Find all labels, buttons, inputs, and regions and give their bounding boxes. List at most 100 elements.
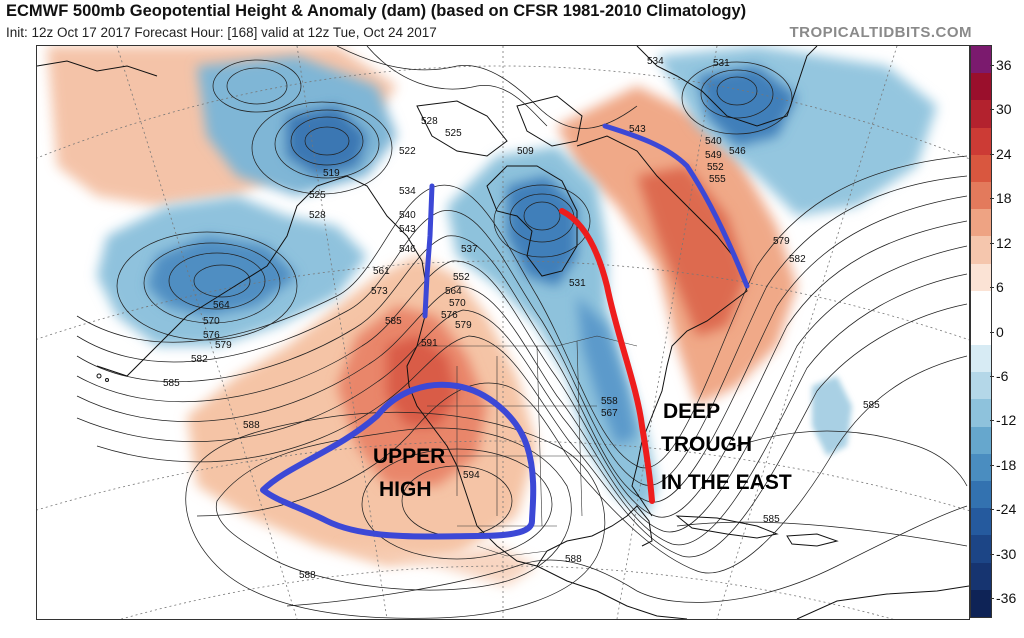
anomaly-shading [47,46,937,586]
colorbar-segment [971,100,991,128]
contour-label: 585 [763,514,780,525]
colorbar-label: -18 [996,456,1017,473]
anomaly-cold-pacific-core [147,236,297,316]
coast-siberia [37,60,158,77]
contour-label: 564 [445,286,462,297]
colorbar-label: 18 [996,190,1012,207]
contour-label: 591 [421,338,438,349]
contour-label: 564 [213,300,230,311]
brand-watermark: TROPICALTIDBITS.COM [789,24,972,41]
contour-label: 585 [863,400,880,411]
map-panel: 509 519 522 525 525 528 528 531 531 534 … [36,45,970,620]
anomaly-cold-trough-mid [577,296,637,446]
contour-label: 561 [373,266,390,277]
anomaly-colorbar [970,45,992,618]
contour-label: 525 [445,128,462,139]
upper-high-label-line1: UPPER [373,445,445,468]
colorbar-segment [971,290,991,318]
upper-high-outline [260,381,537,540]
colorbar-label: -36 [996,590,1017,606]
colorbar-segment [971,317,991,346]
anomaly-cold-atlantic [812,376,852,456]
colorbar-segment [971,345,991,373]
contour-label: 546 [729,146,746,157]
coast-labrador [576,135,748,517]
contour-label: 509 [517,146,534,157]
trough-axis [559,208,655,504]
contour-label: 588 [243,420,260,431]
trough-label-line1: DEEP [663,400,720,423]
contour-label: 528 [309,210,326,221]
colorbar-segment [971,453,991,481]
colorbar-segment [971,481,991,509]
colorbar-tick [990,153,994,155]
contour-label: 540 [399,210,416,221]
anomaly-cold-trough-core [507,176,577,286]
coast-south-america [796,585,969,619]
contour-label: 579 [773,236,790,247]
contour-label: 594 [463,470,480,481]
contour-label: 555 [709,174,726,185]
colorbar-tick [990,598,994,599]
coast-gulf [546,505,653,552]
contour-label: 528 [421,116,438,127]
colorbar-segment [971,46,991,74]
trough-label-line3: IN THE EAST [661,471,792,494]
coast-central-america [536,565,688,619]
contour-label: 588 [299,570,316,581]
colorbar-segment [971,209,991,237]
colorbar-label: 30 [996,101,1012,118]
contour-label: 558 [601,396,618,407]
eastern-ridge-axis [602,123,750,289]
colorbar-label: 0 [996,323,1004,340]
contour-label: 576 [203,330,220,341]
contour-label: 543 [629,124,646,135]
contour-label: 552 [453,272,470,283]
colorbar-label: 24 [996,145,1012,162]
colorbar-tick [990,109,994,111]
contour-label: 537 [461,244,478,255]
anomaly-warm-atlantic-core [637,166,747,336]
colorbar-segment [971,236,991,264]
colorbar-segment [971,73,991,101]
colorbar-tick [990,375,994,377]
colorbar-tick [990,65,994,66]
contour-label: 540 [705,136,722,147]
height-contours [76,46,968,619]
colorbar-label: 6 [996,279,1004,296]
anomaly-cold-gulf-alaska-core [287,106,367,176]
colorbar-tick [990,331,994,333]
contour-label: 588 [565,554,582,565]
trough-label-line2: TROUGH [661,433,752,456]
colorbar-segment [971,181,991,210]
contour-label: 525 [309,190,326,201]
colorbar-tick [990,464,994,466]
annotation-overlay [260,123,750,540]
contour-label: 522 [399,146,416,157]
colorbar-label: -30 [996,545,1017,562]
colorbar-tick [990,553,994,555]
colorbar-label: 36 [996,57,1012,73]
contour-label: 531 [713,58,730,69]
colorbar-segment [971,508,991,536]
coastlines [37,46,969,619]
coast-greenland [636,46,818,127]
contour-label: 582 [789,254,806,265]
coast-baffin [516,95,583,147]
contour-label: 573 [371,286,388,297]
colorbar-segment [971,399,991,427]
contour-label: 570 [203,316,220,327]
colorbar-label: 12 [996,234,1012,251]
contour-labels: 509 519 522 525 525 528 528 531 531 534 … [163,56,880,581]
contour-label: 531 [569,278,586,289]
colorbar-segment [971,372,991,400]
colorbar-label: -24 [996,501,1017,518]
contour-label: 552 [707,162,724,173]
contour-label: 519 [323,168,340,179]
contour-label: 549 [705,150,722,161]
colorbar-label: -12 [996,412,1017,429]
contour-label: 585 [163,378,180,389]
contour-label: 534 [647,56,664,67]
coast-hudson-bay [486,165,578,277]
colorbar-label: -6 [996,367,1009,384]
